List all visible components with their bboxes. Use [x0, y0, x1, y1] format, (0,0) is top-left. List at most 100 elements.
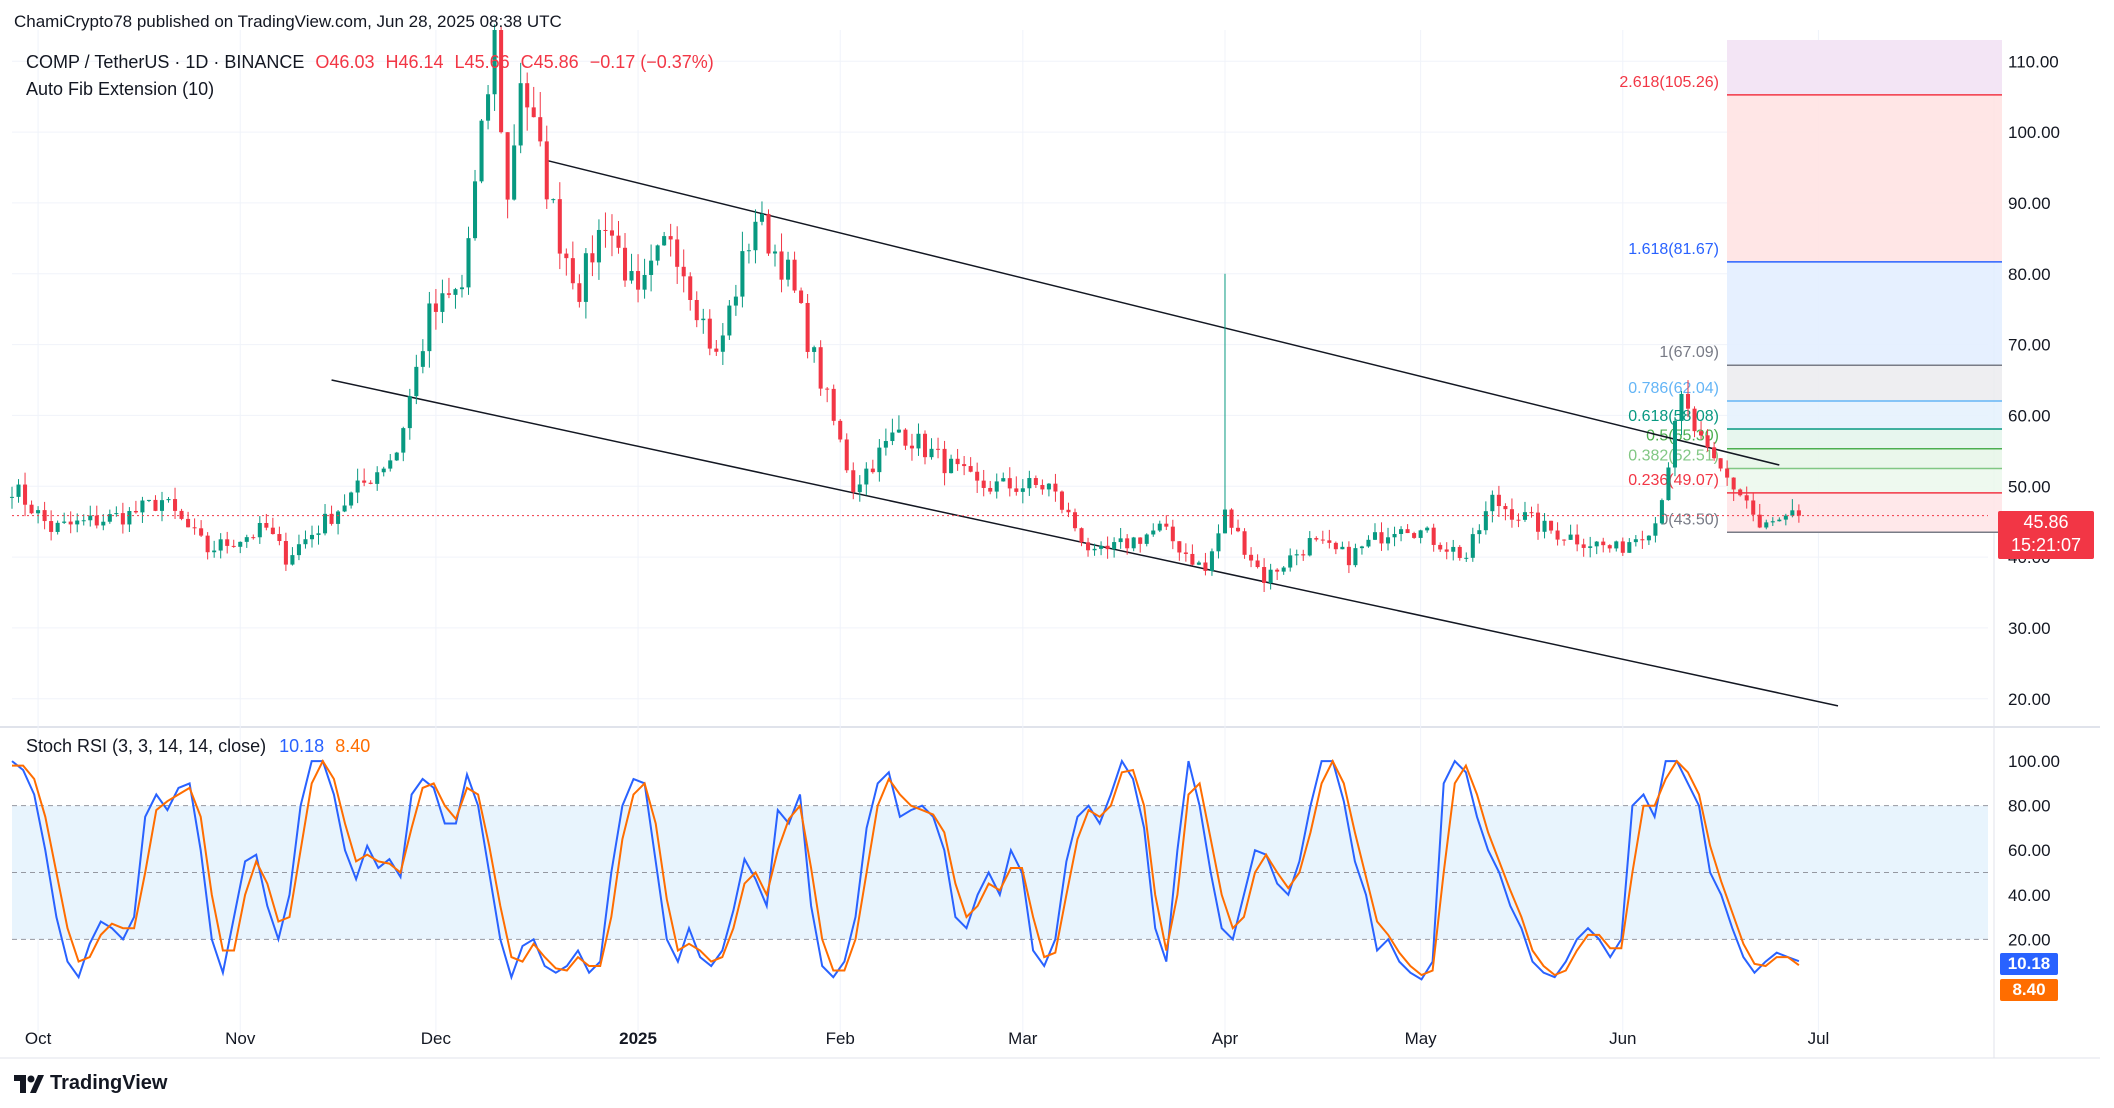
candle-body — [446, 293, 451, 295]
candle-body — [1731, 477, 1736, 490]
candle-body — [688, 276, 693, 300]
candle-body — [36, 510, 41, 514]
candle-body — [772, 251, 778, 254]
candle-body — [303, 539, 308, 545]
candle-body — [1288, 555, 1293, 568]
candle-body — [264, 522, 269, 528]
indicator-legend[interactable]: Auto Fib Extension (10) — [26, 79, 215, 99]
candle-body — [101, 521, 106, 526]
candle-body — [1575, 534, 1580, 545]
candle-body — [922, 433, 928, 458]
candle-body — [851, 470, 856, 493]
tradingview-logo-icon — [14, 1074, 44, 1093]
candle-body — [1086, 542, 1091, 551]
time-axis-tick: Mar — [1008, 1029, 1038, 1048]
candle-body — [107, 514, 112, 522]
stoch-rsi-d-value: 8.40 — [335, 736, 371, 756]
candle-body — [609, 230, 614, 236]
candle-body — [1170, 526, 1175, 542]
candle-body — [1386, 537, 1391, 544]
candle-body — [1685, 393, 1691, 409]
candle-body — [1157, 523, 1162, 531]
candle-body — [649, 260, 654, 275]
close-value: C45.86 — [520, 52, 579, 72]
candle-body — [525, 83, 530, 108]
price-axis-tick: 20.00 — [2008, 690, 2051, 709]
candle-body — [759, 213, 764, 222]
candle-body — [1340, 546, 1345, 550]
candle-body — [88, 515, 93, 521]
candle-body — [1757, 514, 1762, 528]
candle-body — [714, 348, 719, 352]
candle-body — [1542, 520, 1547, 532]
candle-body — [1679, 393, 1684, 421]
candle-body — [251, 537, 256, 539]
candle-body — [1040, 485, 1045, 490]
fib-zone — [1727, 94, 2002, 262]
rsi-band-fill — [12, 805, 1988, 940]
candle-body — [1314, 538, 1319, 540]
candle-body — [1144, 534, 1149, 544]
candle-body — [1209, 551, 1214, 571]
candle-body — [799, 290, 804, 303]
candle-body — [349, 492, 354, 506]
candle-body — [557, 199, 562, 254]
fib-zone — [1727, 365, 2002, 401]
candle-body — [336, 511, 341, 524]
candle-body — [133, 510, 138, 513]
candle-body — [1281, 567, 1286, 572]
candle-body — [1079, 528, 1084, 543]
tradingview-logo[interactable]: TradingView — [14, 1072, 167, 1095]
candle-body — [564, 253, 569, 259]
candle-body — [394, 452, 399, 461]
candle-body — [1099, 545, 1104, 549]
fib-zone — [1727, 448, 2002, 469]
candle-body — [296, 544, 301, 556]
candle-body — [518, 83, 523, 146]
candle-body — [1477, 530, 1482, 535]
candle-body — [746, 250, 751, 252]
candle-body — [1640, 539, 1645, 541]
candle-body — [1464, 557, 1469, 559]
candle-body — [622, 247, 628, 281]
candle-body — [1712, 447, 1717, 459]
candle-body — [186, 518, 191, 528]
candle-body — [1516, 519, 1521, 521]
candle-body — [1190, 553, 1195, 565]
candle-body — [1418, 530, 1423, 538]
candle-body — [981, 480, 986, 488]
candle-body — [414, 366, 419, 397]
symbol-legend: COMP / TetherUS · 1D · BINANCE O46.03 H4… — [26, 52, 720, 73]
candle-body — [870, 468, 875, 473]
candle-body — [1014, 488, 1019, 492]
candle-body — [1744, 495, 1749, 501]
candle-body — [1581, 544, 1586, 548]
candle-body — [1294, 554, 1299, 556]
candle-body — [1509, 509, 1514, 520]
candle-body — [1001, 478, 1006, 482]
candle-body — [355, 480, 360, 493]
candle-body — [1412, 533, 1417, 538]
candle-body — [975, 471, 980, 481]
stoch-rsi-legend[interactable]: Stoch RSI (3, 3, 14, 14, close) 10.18 8.… — [26, 736, 370, 757]
price-axis-tick: 100.00 — [2008, 123, 2060, 142]
candle-body — [388, 460, 393, 469]
candle-body — [1725, 468, 1730, 478]
candle-body — [342, 505, 347, 512]
candle-body — [401, 428, 406, 453]
candle-body — [94, 515, 99, 526]
symbol-name[interactable]: COMP / TetherUS · 1D · BINANCE — [26, 52, 305, 72]
candle-body — [192, 527, 197, 529]
candle-body — [1059, 491, 1064, 510]
candle-body — [407, 396, 412, 429]
candle-body — [1405, 529, 1410, 534]
candle-body — [942, 448, 947, 474]
candle-body — [1151, 530, 1156, 535]
candle-body — [173, 499, 178, 511]
candle-body — [244, 537, 249, 542]
candle-body — [1255, 560, 1260, 568]
candle-body — [890, 432, 895, 442]
candle-body — [42, 510, 47, 522]
candle-body — [1046, 483, 1051, 490]
